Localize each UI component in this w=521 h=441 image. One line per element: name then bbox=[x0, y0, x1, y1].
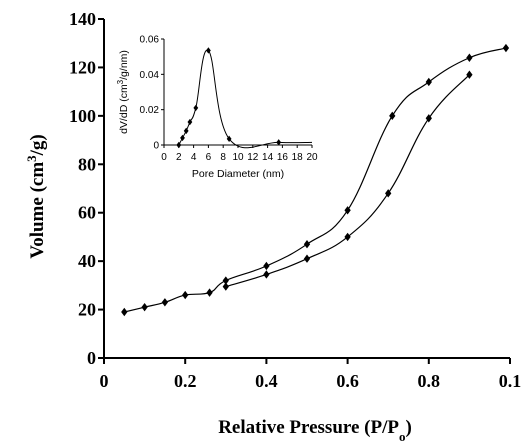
main-series-1-point bbox=[206, 288, 213, 297]
x-tick-label: 0.4 bbox=[255, 371, 278, 391]
inset-series-point bbox=[226, 135, 232, 143]
main-series-2-point bbox=[466, 70, 473, 79]
inset-series-point bbox=[187, 118, 193, 126]
inset-x-tick-label: 0 bbox=[161, 152, 167, 163]
inset-x-axis-label: Pore Diameter (nm) bbox=[192, 168, 284, 180]
inset-y-axis-label: dV/dD (cm3/g/nm) bbox=[116, 50, 131, 134]
main-series-2-point bbox=[344, 232, 351, 242]
y-tick-label: 140 bbox=[69, 9, 96, 29]
inset-x-tick-label: 20 bbox=[306, 152, 318, 163]
inset-series-point bbox=[193, 104, 199, 112]
inset-x-tick-label: 4 bbox=[191, 152, 197, 163]
main-series-1-point bbox=[344, 206, 351, 215]
y-axis-label: Volume (cm3/g) bbox=[24, 134, 49, 259]
inset-y-tick-label: 0.06 bbox=[140, 35, 160, 46]
inset-x-tick-label: 16 bbox=[277, 152, 289, 163]
main-series-1-point bbox=[466, 53, 473, 62]
main-series-1-point bbox=[222, 276, 229, 285]
inset-y-tick-label: 0.02 bbox=[140, 105, 160, 116]
main-series-1-point bbox=[182, 290, 189, 300]
inset-series-point bbox=[183, 127, 189, 135]
y-tick-label: 100 bbox=[69, 106, 96, 126]
x-axis-label-close: ) bbox=[405, 417, 411, 438]
inset-y-axis-label-close: /g/nm) bbox=[118, 50, 130, 80]
main-series-1-line bbox=[124, 47, 507, 313]
main-series-1-point bbox=[502, 43, 510, 53]
x-axis-label-main: Relative Pressure (P/P bbox=[218, 417, 399, 438]
inset-x-tick-label: 14 bbox=[262, 152, 274, 163]
inset-series-point bbox=[176, 141, 182, 149]
main-series-1-point bbox=[161, 298, 169, 307]
y-tick-label: 0 bbox=[87, 348, 96, 368]
main-series-2-line bbox=[225, 74, 470, 288]
main-series-2-point bbox=[385, 189, 392, 198]
x-tick-label: 0 bbox=[100, 371, 109, 391]
x-tick-label: 0.8 bbox=[418, 371, 441, 391]
y-axis-label-sup: 3 bbox=[24, 155, 39, 162]
y-axis-label-close: /g) bbox=[27, 134, 48, 156]
main-series-1-point bbox=[141, 302, 148, 312]
x-tick-label: 0.6 bbox=[336, 371, 359, 391]
inset-x-tick-label: 12 bbox=[247, 152, 259, 163]
main-series-1-point bbox=[425, 77, 432, 87]
y-tick-label: 120 bbox=[69, 57, 96, 77]
y-tick-label: 60 bbox=[78, 203, 96, 223]
x-tick-label: 0.2 bbox=[174, 371, 197, 391]
x-tick-label: 0.1 bbox=[499, 371, 521, 391]
y-tick-label: 20 bbox=[78, 300, 96, 320]
inset-x-tick-label: 18 bbox=[292, 152, 304, 163]
main-series-2-point bbox=[263, 270, 270, 279]
inset-series-line bbox=[178, 49, 313, 149]
main-series-2-point bbox=[425, 114, 432, 123]
main-series-1-point bbox=[303, 239, 311, 249]
main-series-1-point bbox=[389, 111, 396, 121]
inset-x-tick-label: 6 bbox=[206, 152, 212, 163]
y-axis-label-main: Volume (cm bbox=[27, 162, 48, 259]
y-tick-label: 80 bbox=[78, 154, 96, 174]
inset-x-tick-label: 2 bbox=[176, 152, 182, 163]
inset-y-tick-label: 0.04 bbox=[140, 70, 160, 81]
main-series-1-point bbox=[263, 261, 270, 271]
y-tick-label: 40 bbox=[78, 251, 96, 271]
inset-series-point bbox=[276, 139, 282, 146]
inset-y-tick-label: 0 bbox=[153, 141, 159, 152]
main-series-2-point bbox=[303, 254, 311, 263]
main-series-1-point bbox=[121, 307, 128, 317]
main-series-2-point bbox=[222, 282, 229, 291]
x-axis-label-sub: o bbox=[399, 429, 406, 441]
inset-x-tick-label: 8 bbox=[220, 152, 226, 163]
inset-series-point bbox=[206, 47, 211, 54]
inset-series-point bbox=[180, 134, 185, 142]
x-axis-label: Relative Pressure (P/Po) bbox=[218, 417, 412, 441]
inset-x-tick-label: 10 bbox=[232, 152, 244, 163]
inset-y-axis-label-main: dV/dD (cm bbox=[118, 84, 130, 134]
inset-y-axis-label-sup: 3 bbox=[116, 79, 125, 84]
